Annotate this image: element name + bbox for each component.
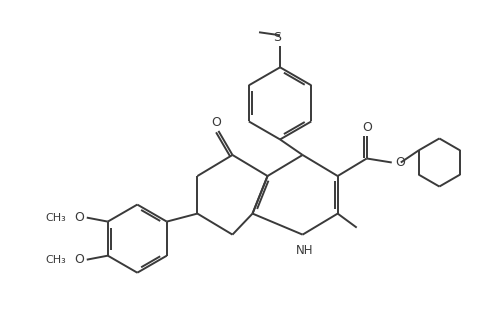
Text: CH₃: CH₃ xyxy=(45,255,66,265)
Text: NH: NH xyxy=(296,244,314,257)
Text: O: O xyxy=(74,211,84,224)
Text: O: O xyxy=(362,121,371,134)
Text: O: O xyxy=(395,156,405,169)
Text: O: O xyxy=(211,116,221,129)
Text: O: O xyxy=(74,253,84,266)
Text: S: S xyxy=(273,31,282,44)
Text: CH₃: CH₃ xyxy=(45,212,66,222)
